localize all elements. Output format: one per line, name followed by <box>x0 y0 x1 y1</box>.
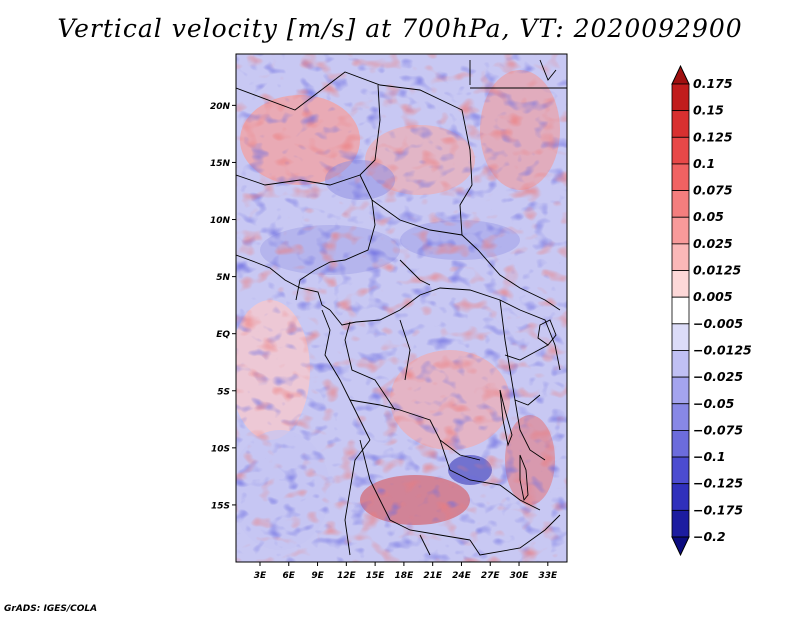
colorbar-swatch <box>671 110 690 138</box>
colorbar-label: 0.05 <box>693 209 724 224</box>
colorbar-label: −0.125 <box>693 476 743 491</box>
lakes <box>499 319 557 502</box>
lon-tick-label: 12E <box>337 571 357 581</box>
lon-tick-label: 3E <box>254 571 267 581</box>
colorbar-swatch <box>671 83 690 112</box>
colorbar-label: 0.025 <box>693 236 733 251</box>
colorbar-label: 0.0125 <box>693 263 742 278</box>
lon-tick-label: 33E <box>538 571 558 581</box>
colorbar-swatch <box>671 350 690 378</box>
colorbar-swatch <box>671 323 690 351</box>
lat-tick-label: 5S <box>217 387 230 397</box>
colorbar-swatch <box>671 190 690 218</box>
colorbar-label: −0.1 <box>693 449 726 464</box>
colorbar-swatch <box>671 456 690 485</box>
colorbar-swatch <box>671 216 690 245</box>
lat-tick-label: 20N <box>210 102 231 112</box>
grads-credit: GrADS: IGES/COLA <box>4 604 98 614</box>
colorbar-swatch <box>671 270 690 298</box>
vertical-velocity-field <box>236 54 567 562</box>
colorbar-swatch <box>671 296 690 325</box>
colorbar-label: −0.005 <box>693 316 743 331</box>
colorbar-label: 0.075 <box>693 183 733 198</box>
colorbar-swatch <box>671 136 690 165</box>
colorbar-swatch <box>671 403 690 431</box>
colorbar-label: 0.005 <box>693 289 733 304</box>
longitude-axis: 3E 6E 9E 12E 15E 18E 21E 24E 27E 30E 33E <box>254 562 558 581</box>
colorbar-swatch <box>671 509 690 538</box>
lat-tick-label: 10N <box>210 216 231 226</box>
colorbar-swatch <box>671 376 690 405</box>
colorbar-label: −0.025 <box>693 369 743 384</box>
colorbar-label: −0.075 <box>693 422 743 437</box>
colorbar-swatch <box>671 243 690 271</box>
colorbar-swatch <box>671 483 690 511</box>
lon-tick-label: 21E <box>423 571 443 581</box>
colorbar-label: −0.2 <box>693 529 726 544</box>
lon-tick-label: 18E <box>395 571 415 581</box>
colorbar-label: −0.175 <box>693 502 743 517</box>
colorbar-label: −0.0125 <box>693 342 752 357</box>
colorbar: 0.175 0.15 0.125 0.1 0.075 0.05 0.025 0.0125 0.0… <box>671 64 752 557</box>
page-title: Vertical velocity [m/s] at 700hPa, VT: 2… <box>57 14 743 43</box>
lat-tick-label: 15N <box>210 159 231 169</box>
map-frame <box>235 53 568 563</box>
colorbar-label: 0.175 <box>693 76 733 91</box>
lat-tick-label: 15S <box>211 501 230 511</box>
colorbar-label: 0.15 <box>693 103 724 118</box>
colorbar-swatch <box>671 430 690 458</box>
lon-tick-label: 6E <box>283 571 296 581</box>
lon-tick-label: 9E <box>311 571 324 581</box>
colorbar-swatch <box>671 64 690 85</box>
colorbar-swatch <box>671 163 690 191</box>
lat-tick-label: EQ <box>216 330 230 340</box>
country-borders <box>236 59 567 556</box>
latitude-axis: 20N 15N 10N 5N EQ 5S 10S 15S <box>210 102 236 511</box>
lat-tick-label: 10S <box>211 444 230 454</box>
lon-tick-label: 30E <box>510 571 530 581</box>
colorbar-label: 0.1 <box>693 156 715 171</box>
colorbar-swatch <box>671 536 690 557</box>
colorbar-label: 0.125 <box>693 129 733 144</box>
lon-tick-label: 27E <box>481 571 501 581</box>
lon-tick-label: 24E <box>452 571 472 581</box>
lon-tick-label: 15E <box>366 571 386 581</box>
colorbar-label: −0.05 <box>693 396 735 411</box>
lat-tick-label: 5N <box>216 273 230 283</box>
